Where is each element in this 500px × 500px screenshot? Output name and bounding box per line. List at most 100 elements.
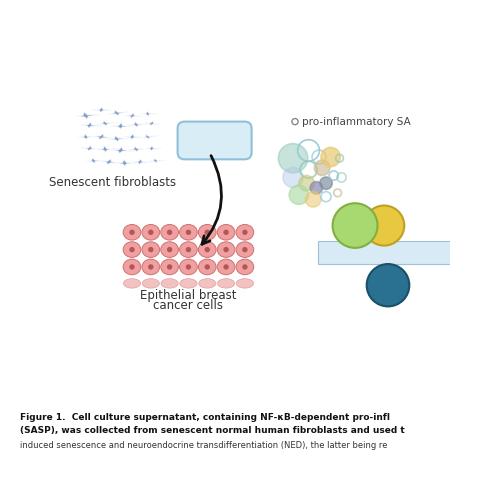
Circle shape — [242, 247, 248, 252]
Ellipse shape — [198, 259, 216, 274]
Circle shape — [186, 264, 191, 270]
Circle shape — [130, 230, 134, 235]
Ellipse shape — [236, 278, 254, 288]
Ellipse shape — [123, 259, 141, 274]
Polygon shape — [76, 134, 100, 140]
Ellipse shape — [217, 242, 235, 258]
Text: Senescent fibroblasts: Senescent fibroblasts — [50, 176, 176, 188]
Ellipse shape — [123, 242, 141, 258]
Polygon shape — [84, 158, 106, 164]
Circle shape — [148, 230, 154, 235]
Ellipse shape — [161, 259, 178, 274]
Circle shape — [310, 182, 322, 194]
Ellipse shape — [217, 224, 235, 240]
Ellipse shape — [198, 278, 216, 288]
Ellipse shape — [180, 259, 198, 274]
Ellipse shape — [142, 259, 160, 274]
Polygon shape — [143, 146, 164, 151]
Circle shape — [332, 203, 378, 248]
Ellipse shape — [236, 259, 254, 274]
Circle shape — [204, 230, 210, 235]
Ellipse shape — [198, 242, 216, 258]
Circle shape — [320, 177, 332, 190]
Ellipse shape — [180, 224, 198, 240]
Text: Figure 1.  Cell culture supernatant, containing NF-κB-dependent pro-infl: Figure 1. Cell culture supernatant, cont… — [20, 412, 390, 422]
Circle shape — [321, 148, 340, 167]
Ellipse shape — [161, 278, 178, 288]
Text: p53: p53 — [342, 219, 368, 232]
Circle shape — [306, 192, 321, 207]
Circle shape — [204, 247, 210, 252]
Ellipse shape — [123, 224, 141, 240]
Ellipse shape — [180, 278, 197, 288]
Ellipse shape — [217, 259, 235, 274]
FancyBboxPatch shape — [318, 241, 458, 264]
Circle shape — [242, 264, 248, 270]
Circle shape — [167, 247, 172, 252]
Polygon shape — [110, 146, 136, 154]
Polygon shape — [123, 112, 146, 118]
Ellipse shape — [124, 278, 140, 288]
Circle shape — [186, 230, 191, 235]
Ellipse shape — [180, 242, 198, 258]
Polygon shape — [108, 110, 130, 116]
Circle shape — [366, 264, 410, 306]
Circle shape — [224, 264, 229, 270]
Ellipse shape — [161, 242, 178, 258]
Text: NF-κB: NF-κB — [192, 134, 238, 147]
Polygon shape — [130, 158, 154, 164]
Circle shape — [167, 230, 172, 235]
Polygon shape — [91, 106, 116, 113]
Circle shape — [130, 247, 134, 252]
Circle shape — [224, 230, 229, 235]
Polygon shape — [114, 160, 140, 166]
Ellipse shape — [236, 242, 254, 258]
Text: Epithelial breast: Epithelial breast — [140, 289, 236, 302]
Text: (SASP), was collected from senescent normal human fibroblasts and used t: (SASP), was collected from senescent nor… — [20, 426, 405, 436]
Ellipse shape — [142, 242, 160, 258]
Polygon shape — [139, 134, 160, 140]
Circle shape — [148, 247, 154, 252]
Text: E: E — [380, 219, 388, 232]
Polygon shape — [126, 146, 150, 152]
Circle shape — [204, 264, 210, 270]
Ellipse shape — [142, 278, 160, 288]
Polygon shape — [99, 158, 124, 165]
Ellipse shape — [161, 224, 178, 240]
Text: pro-inflammatory SA: pro-inflammatory SA — [302, 116, 410, 126]
Polygon shape — [80, 122, 104, 128]
FancyBboxPatch shape — [178, 122, 252, 160]
Circle shape — [278, 144, 308, 173]
Polygon shape — [96, 120, 119, 126]
Polygon shape — [106, 136, 132, 142]
Circle shape — [299, 176, 314, 191]
Polygon shape — [92, 134, 116, 140]
Polygon shape — [148, 158, 167, 163]
Circle shape — [364, 206, 405, 246]
Text: Ca²⁺: Ca²⁺ — [376, 280, 400, 290]
Circle shape — [242, 230, 248, 235]
Circle shape — [130, 264, 134, 270]
Circle shape — [314, 160, 330, 176]
FancyArrowPatch shape — [202, 156, 222, 244]
Polygon shape — [143, 120, 164, 126]
Polygon shape — [126, 122, 150, 128]
Polygon shape — [80, 145, 104, 151]
Polygon shape — [122, 134, 146, 140]
Ellipse shape — [198, 224, 216, 240]
Ellipse shape — [218, 278, 234, 288]
Polygon shape — [95, 146, 120, 152]
Polygon shape — [110, 122, 136, 130]
Text: induced senescence and neuroendocrine transdifferentiation (NED), the latter bei: induced senescence and neuroendocrine tr… — [20, 440, 388, 450]
Ellipse shape — [142, 224, 160, 240]
Circle shape — [167, 264, 172, 270]
Circle shape — [148, 264, 154, 270]
Polygon shape — [138, 111, 161, 116]
Circle shape — [224, 247, 229, 252]
Circle shape — [283, 168, 303, 188]
Circle shape — [186, 247, 191, 252]
Circle shape — [289, 185, 308, 204]
Text: cancer cells: cancer cells — [154, 300, 224, 312]
Polygon shape — [75, 112, 101, 119]
Ellipse shape — [236, 224, 254, 240]
